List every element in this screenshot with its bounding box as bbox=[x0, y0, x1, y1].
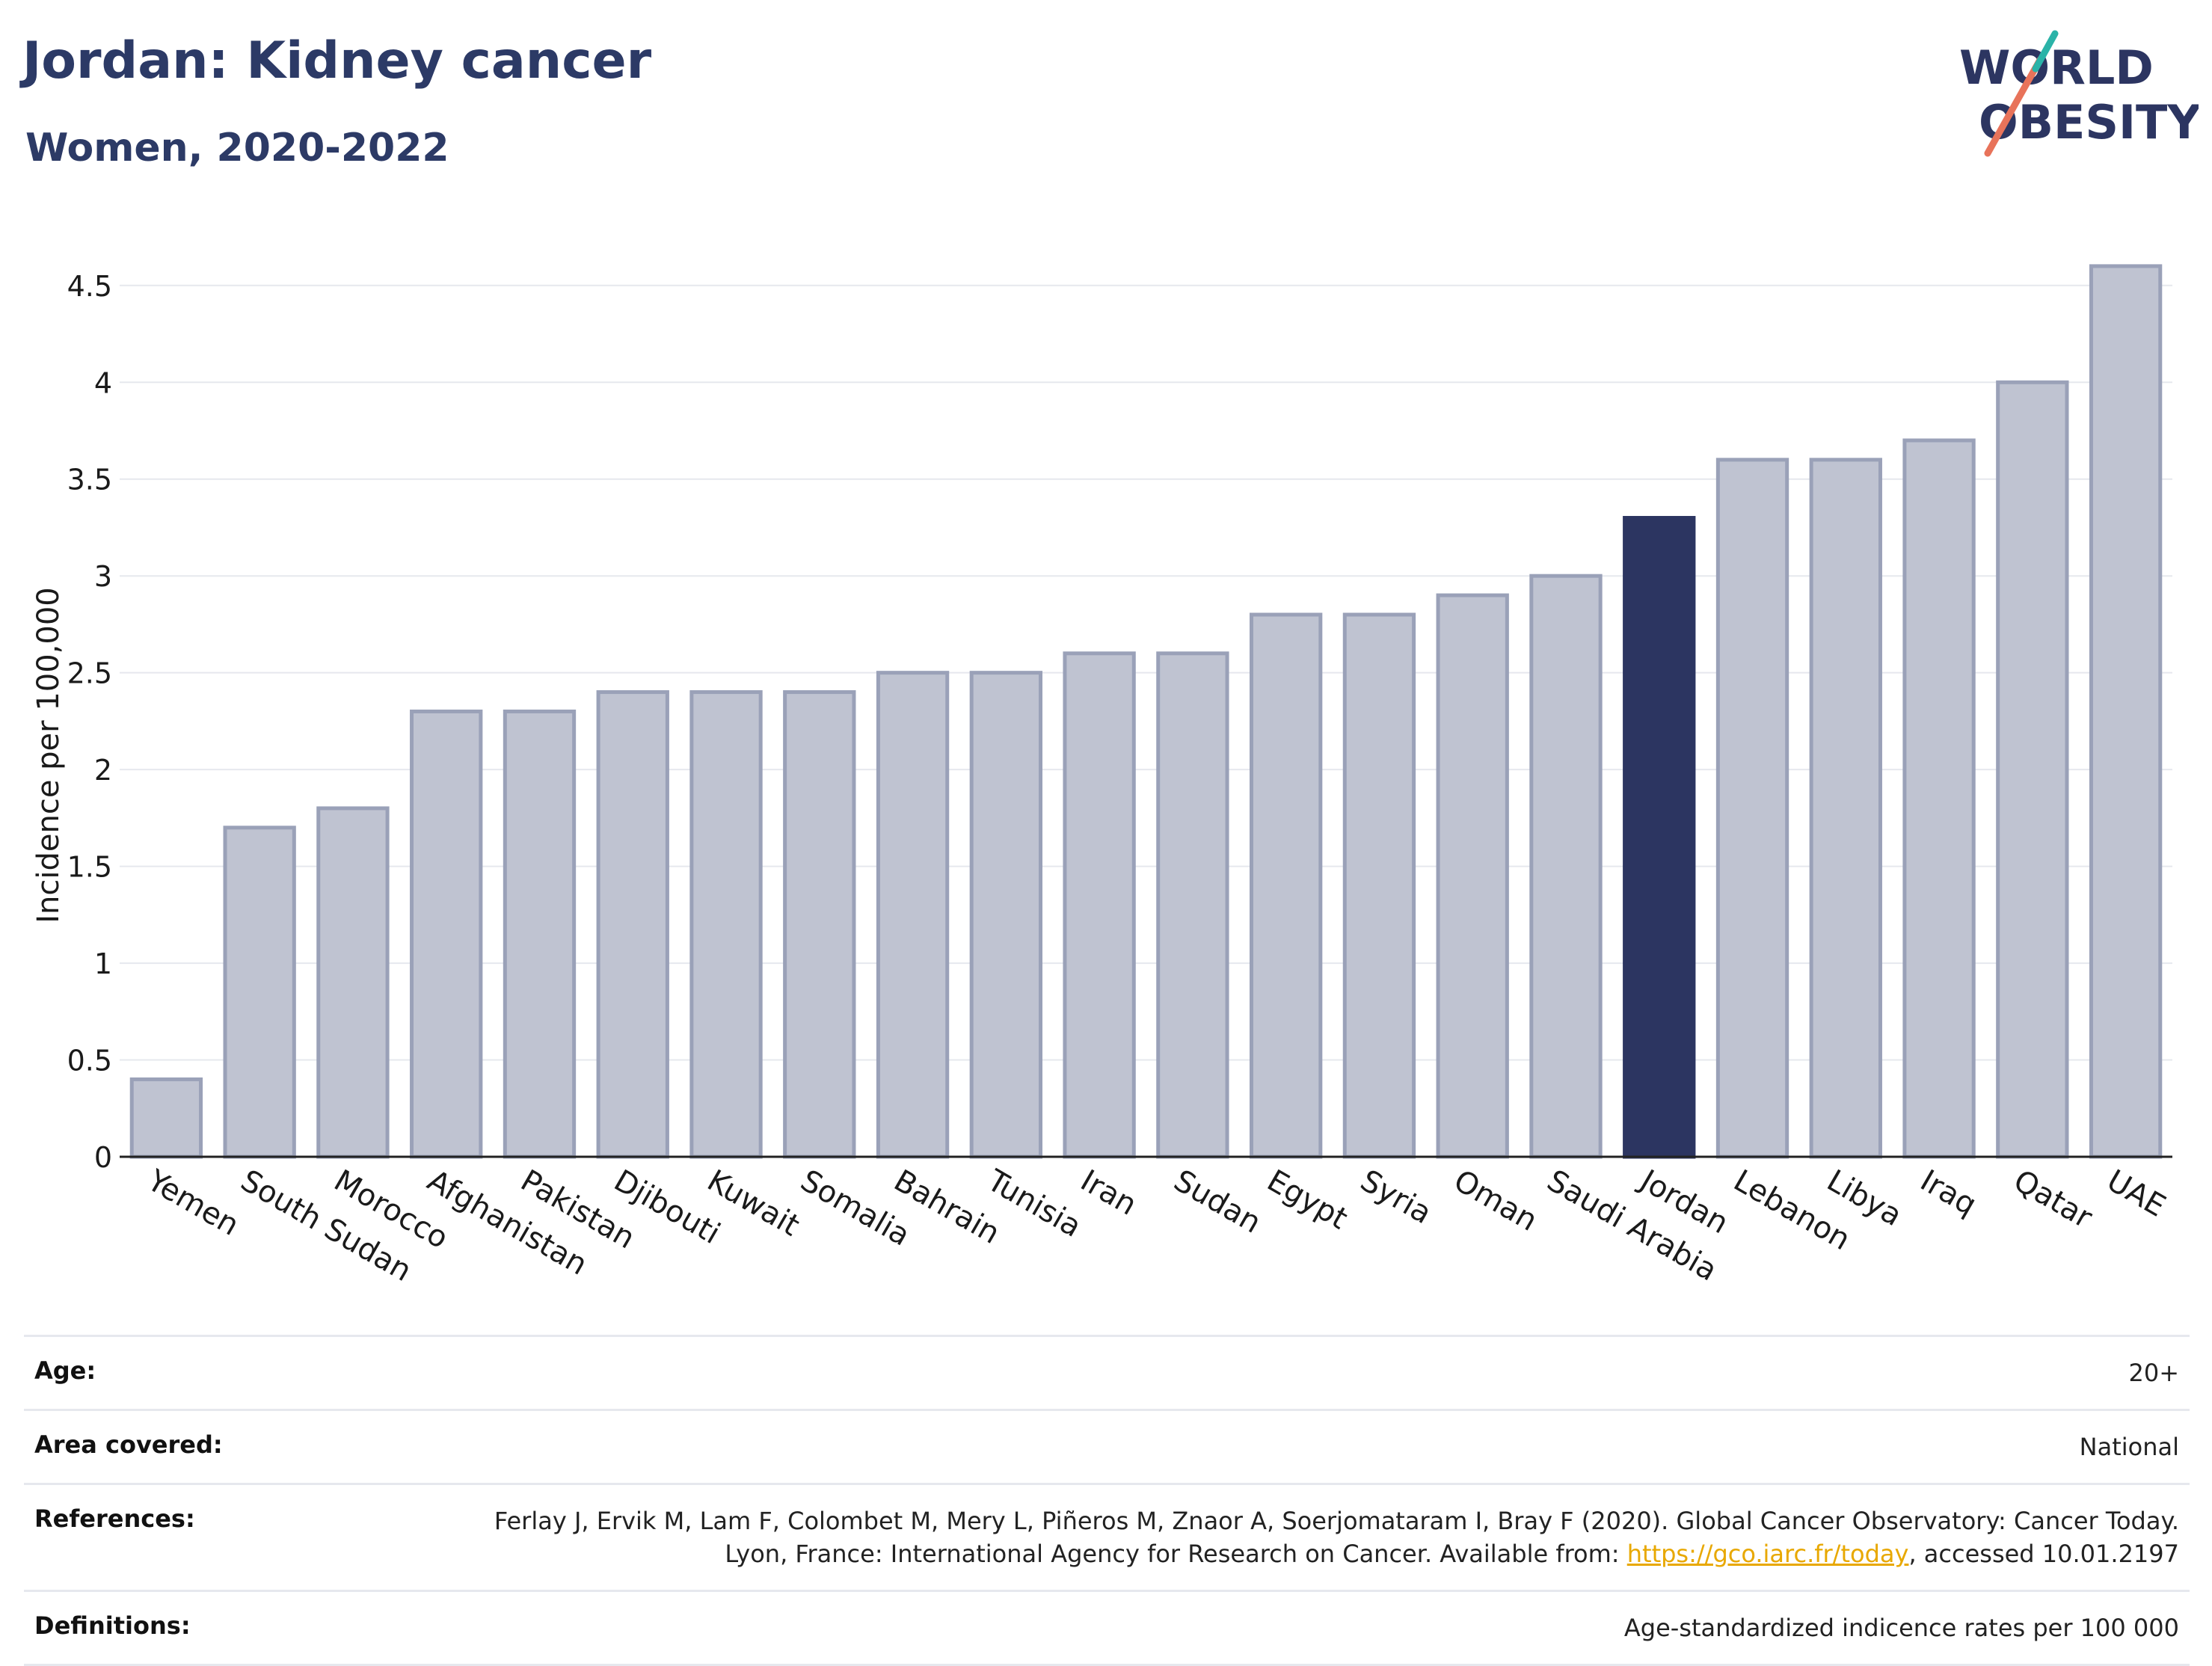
age-value: 20+ bbox=[2128, 1359, 2179, 1387]
footer-row-age: Age: 20+ bbox=[24, 1335, 2190, 1409]
bar-syria bbox=[1342, 612, 1416, 1159]
x-tick-label: Syria bbox=[1354, 1164, 1437, 1231]
y-tick-label: 0.5 bbox=[67, 1045, 112, 1078]
footer-row-area: Area covered: National bbox=[24, 1409, 2190, 1483]
footer-table: Age: 20+ Area covered: National Referenc… bbox=[24, 1335, 2190, 1666]
references-link[interactable]: https://gco.iarc.fr/today bbox=[1626, 1540, 1909, 1568]
x-tick-label: UAE bbox=[2101, 1164, 2172, 1224]
bar-afghanistan bbox=[410, 709, 483, 1159]
bar-jordan bbox=[1623, 516, 1696, 1159]
x-tick-label: Iraq bbox=[1914, 1164, 1982, 1223]
logo-word-1: WORLD bbox=[1959, 40, 2154, 95]
bar-oman bbox=[1436, 593, 1509, 1159]
bar-libya bbox=[1809, 458, 1882, 1159]
y-tick-label: 0 bbox=[94, 1141, 112, 1174]
x-tick-label: Sudan bbox=[1168, 1164, 1267, 1241]
x-tick-label: Qatar bbox=[2008, 1164, 2098, 1235]
y-tick-label: 2.5 bbox=[67, 657, 112, 690]
y-tick-label: 1 bbox=[94, 947, 112, 980]
y-tick-label: 4.5 bbox=[67, 270, 112, 303]
references-label: References: bbox=[34, 1504, 195, 1533]
page-title: Jordan: Kidney cancer bbox=[22, 31, 652, 90]
y-tick-label: 2 bbox=[94, 754, 112, 787]
references-value: Ferlay J, Ervik M, Lam F, Colombet M, Me… bbox=[459, 1504, 2179, 1570]
bar-qatar bbox=[1996, 380, 2069, 1159]
references-text: Ferlay J, Ervik M, Lam F, Colombet M, Me… bbox=[494, 1507, 2179, 1568]
y-tick-label: 4 bbox=[94, 366, 112, 399]
bar-pakistan bbox=[503, 709, 577, 1159]
bar-djibouti bbox=[596, 690, 669, 1159]
bar-sudan bbox=[1156, 651, 1229, 1159]
references-tail: , accessed 10.01.2197 bbox=[1908, 1540, 2179, 1568]
bar-egypt bbox=[1249, 612, 1323, 1159]
logo-slash-red bbox=[1984, 56, 2044, 157]
logo-slash-teal bbox=[2032, 30, 2059, 73]
footer-row-references: References: Ferlay J, Ervik M, Lam F, Co… bbox=[24, 1483, 2190, 1590]
bar-south-sudan bbox=[223, 826, 296, 1159]
bar-iraq bbox=[1902, 438, 1976, 1159]
bar-lebanon bbox=[1715, 458, 1789, 1159]
world-obesity-logo: WORLD OBESITY bbox=[1959, 30, 2199, 157]
bar-tunisia bbox=[969, 671, 1043, 1159]
bar-uae bbox=[2089, 264, 2163, 1159]
y-tick-label: 3.5 bbox=[67, 464, 112, 497]
x-tick-label: Yemen bbox=[141, 1163, 245, 1243]
y-axis-title: Incidence per 100,000 bbox=[31, 587, 66, 923]
bar-iran bbox=[1063, 651, 1136, 1159]
x-tick-label: Oman bbox=[1448, 1164, 1543, 1238]
age-label: Age: bbox=[34, 1356, 96, 1385]
area-label: Area covered: bbox=[34, 1430, 223, 1459]
bar-kuwait bbox=[689, 690, 763, 1159]
bar-saudi-arabia bbox=[1529, 574, 1603, 1159]
bar-somalia bbox=[783, 690, 856, 1159]
area-value: National bbox=[2079, 1433, 2179, 1461]
x-tick-label: Egypt bbox=[1262, 1164, 1354, 1237]
page-subtitle: Women, 2020-2022 bbox=[25, 126, 449, 170]
y-tick-label: 1.5 bbox=[67, 851, 112, 884]
bar-bahrain bbox=[876, 671, 950, 1159]
definitions-label: Definitions: bbox=[34, 1611, 191, 1640]
y-tick-label: 3 bbox=[94, 560, 112, 593]
bar-morocco bbox=[316, 806, 390, 1159]
definitions-value: Age-standardized indicence rates per 100… bbox=[1623, 1614, 2179, 1642]
y-axis-ticks: 0 0.5 1 1.5 2 2.5 3 3.5 4 4.5 bbox=[67, 270, 112, 1174]
bars bbox=[129, 264, 2163, 1159]
bar-yemen bbox=[129, 1077, 203, 1159]
